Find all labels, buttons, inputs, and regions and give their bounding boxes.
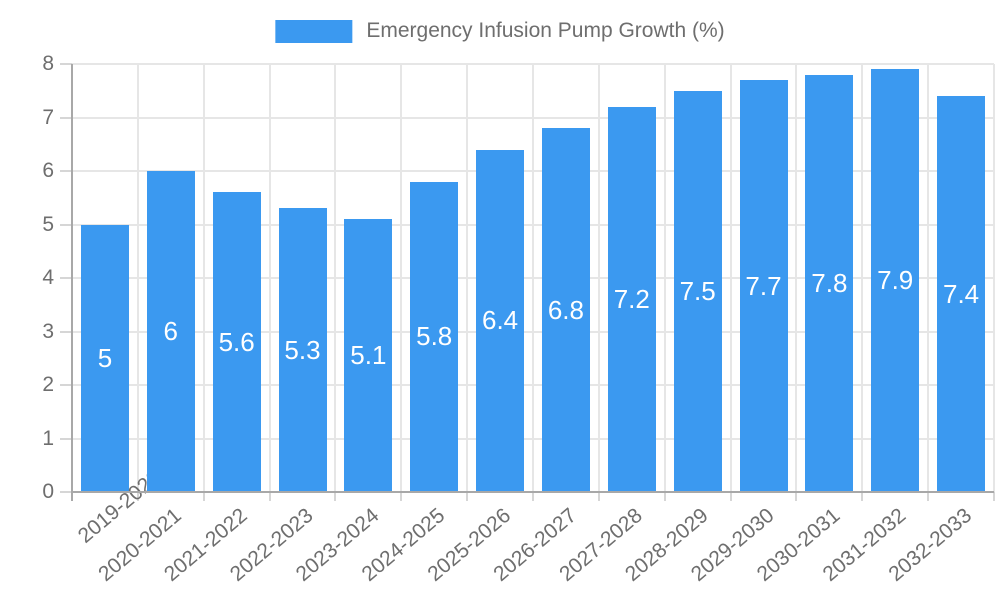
- bar[interactable]: 7.5: [673, 90, 722, 492]
- x-gridline: [532, 64, 534, 492]
- x-tick-mark: [795, 492, 798, 501]
- y-tick-mark: [60, 223, 72, 226]
- legend[interactable]: Emergency Infusion Pump Growth (%): [275, 19, 725, 43]
- x-axis-tick-label: 2019-2020: [73, 465, 166, 548]
- x-tick-mark: [400, 492, 403, 501]
- x-gridline: [136, 64, 139, 492]
- x-gridline: [400, 64, 403, 492]
- bar[interactable]: 6.4: [476, 149, 525, 492]
- y-axis-tick-label: 7: [42, 105, 54, 129]
- y-axis-tick-label: 2: [42, 373, 54, 396]
- x-gridline: [268, 64, 271, 492]
- bar[interactable]: 7.7: [739, 80, 788, 492]
- y-tick-mark: [60, 491, 72, 493]
- y-axis-tick-label: 3: [42, 319, 54, 343]
- x-tick-mark: [202, 492, 205, 501]
- x-tick-mark: [466, 492, 469, 501]
- x-gridline: [466, 64, 469, 492]
- x-tick-mark: [597, 492, 600, 501]
- x-tick-mark: [268, 492, 271, 501]
- bar[interactable]: 5.1: [344, 219, 393, 492]
- x-gridline: [993, 64, 995, 492]
- bar-value-label: 7.7: [745, 270, 782, 301]
- y-axis-tick-label: 4: [42, 266, 54, 289]
- y-axis-tick-label: 6: [42, 159, 54, 182]
- x-tick-mark: [993, 492, 995, 501]
- y-tick-mark: [60, 116, 72, 119]
- y-axis-tick-label: 0: [42, 480, 54, 503]
- x-tick-mark: [334, 492, 337, 501]
- y-tick-mark: [60, 277, 72, 279]
- bar-value-label: 5.8: [416, 321, 453, 352]
- x-gridline: [861, 64, 864, 492]
- bar[interactable]: 5.6: [212, 192, 261, 492]
- y-axis-tick-label: 8: [42, 52, 54, 75]
- bar[interactable]: 5.8: [410, 181, 459, 492]
- bar-value-label: 7.5: [679, 275, 716, 306]
- x-gridline: [597, 64, 600, 492]
- y-axis-tick-label: 1: [42, 426, 54, 450]
- x-tick-mark: [663, 492, 666, 501]
- bar[interactable]: 7.2: [607, 106, 656, 492]
- bar-value-label: 5: [97, 342, 113, 373]
- bar-value-label: 6: [163, 316, 179, 346]
- x-gridline: [334, 64, 337, 492]
- bar[interactable]: 7.4: [937, 96, 986, 492]
- plot-area: 0 1 2 3 4 5 6 7 8 5 2019-2020 6 2020-2021 5.6 2021-202…: [42, 52, 995, 586]
- x-gridline: [729, 64, 732, 492]
- x-tick-mark: [136, 492, 139, 501]
- bar[interactable]: 6: [146, 171, 195, 492]
- legend-swatch-icon: [275, 19, 353, 43]
- bar-value-label: 6.4: [481, 305, 519, 336]
- x-tick-mark: [532, 492, 534, 501]
- x-gridline: [663, 64, 666, 492]
- y-tick-mark: [60, 63, 72, 65]
- bar-value-label: 7.4: [942, 278, 980, 309]
- y-axis-tick-label: 5: [42, 212, 54, 236]
- bar[interactable]: 5: [80, 224, 129, 492]
- legend-label: Emergency Infusion Pump Growth (%): [366, 19, 725, 42]
- bar[interactable]: 7.8: [805, 74, 854, 492]
- y-tick-mark: [60, 437, 72, 440]
- bar-value-label: 6.8: [547, 294, 584, 325]
- x-tick-mark: [861, 492, 864, 501]
- x-gridline: [202, 64, 205, 492]
- bar[interactable]: 6.8: [541, 128, 590, 492]
- y-tick-mark: [60, 330, 72, 333]
- x-gridline: [795, 64, 798, 492]
- x-tick-mark: [927, 492, 930, 501]
- bar-value-label: 5.3: [284, 334, 321, 365]
- bar[interactable]: 5.3: [278, 208, 327, 492]
- y-axis-line: [71, 64, 73, 501]
- x-gridline: [927, 64, 930, 492]
- bar-value-label: 5.1: [350, 340, 387, 371]
- x-tick-mark: [729, 492, 732, 501]
- bar-value-label: 7.2: [613, 283, 650, 314]
- bar-value-label: 5.6: [218, 326, 255, 357]
- x-axis-line: [71, 491, 994, 493]
- bar-value-label: 7.9: [877, 265, 914, 296]
- bar[interactable]: 7.9: [871, 69, 920, 492]
- bar-value-label: 7.8: [811, 267, 848, 298]
- y-tick-mark: [60, 384, 72, 386]
- y-tick-mark: [60, 170, 72, 172]
